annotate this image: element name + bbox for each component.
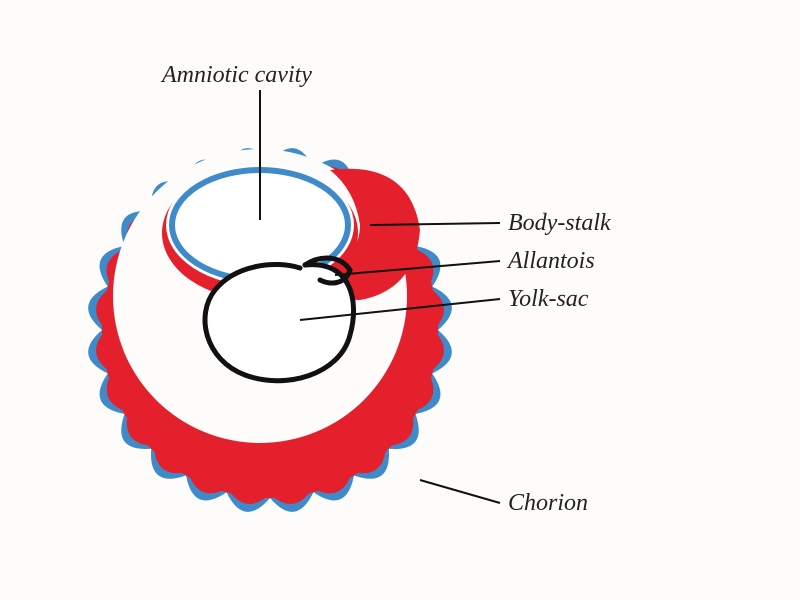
label-amniotic-cavity: Amniotic cavity [162,62,312,89]
label-allantois: Allantois [508,248,595,275]
label-chorion: Chorion [508,490,588,517]
label-body-stalk: Body-stalk [508,210,611,237]
label-yolk-sac: Yolk-sac [508,286,588,313]
embryo-diagram [0,0,800,600]
diagram-container: Amniotic cavity Body-stalk Allantois Yol… [0,0,800,600]
